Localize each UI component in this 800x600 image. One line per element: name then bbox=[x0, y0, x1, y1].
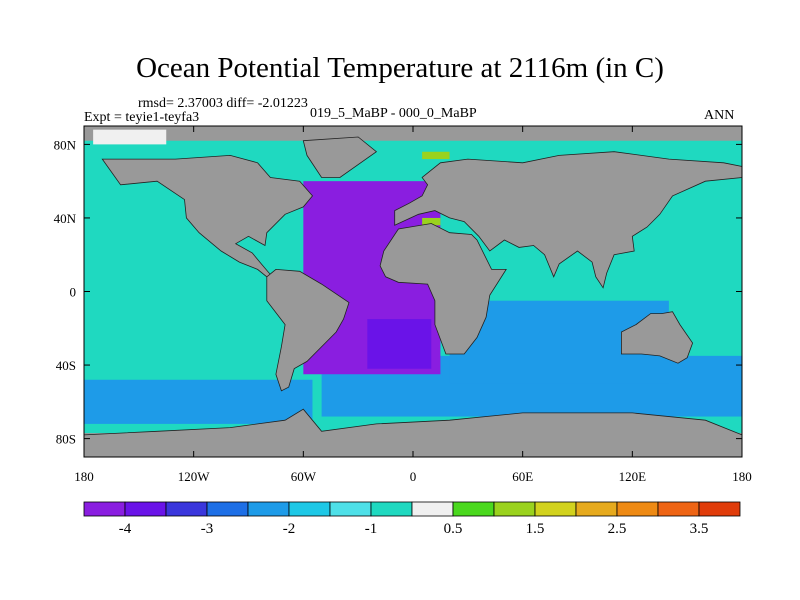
africa-landmass bbox=[379, 223, 507, 355]
colorbar-swatch bbox=[83, 501, 126, 517]
x-tick-label: 180 bbox=[74, 469, 94, 484]
colorbar-label: 0.5 bbox=[444, 521, 463, 537]
colorbar-swatch bbox=[124, 501, 167, 517]
greenland-landmass bbox=[302, 136, 378, 178]
colorbar-label: -3 bbox=[201, 521, 214, 537]
colorbar-label: 1.5 bbox=[526, 521, 545, 537]
south-america-landmass bbox=[266, 268, 350, 392]
x-tick-label: 60W bbox=[291, 469, 317, 484]
colorbar-swatch bbox=[657, 501, 700, 517]
x-tick-label: 60E bbox=[512, 469, 533, 484]
colorbar-label: -2 bbox=[283, 521, 296, 537]
map-title: Ocean Potential Temperature at 2116m (in… bbox=[136, 52, 664, 84]
season-label: ANN bbox=[704, 108, 735, 123]
x-tick-label: 180 bbox=[732, 469, 752, 484]
colorbar-label: -4 bbox=[119, 521, 132, 537]
ocean-region-arctic-near-zero bbox=[93, 129, 167, 145]
colorbar-swatch bbox=[329, 501, 372, 517]
x-tick-label: 0 bbox=[410, 469, 417, 484]
colorbar-swatch bbox=[370, 501, 413, 517]
stats-text: rmsd= 2.37003 diff= -2.01223 bbox=[138, 96, 308, 111]
ocean-region-mediterranean-warm bbox=[422, 217, 441, 226]
australia-landmass bbox=[621, 311, 694, 364]
y-tick-label: 0 bbox=[70, 285, 77, 300]
colorbar-label: 2.5 bbox=[608, 521, 627, 537]
colorbar-label: -1 bbox=[365, 521, 378, 537]
colorbar-swatch bbox=[534, 501, 577, 517]
y-tick-label: 80S bbox=[56, 432, 76, 447]
colorbar-swatch bbox=[288, 501, 331, 517]
north-america-landmass bbox=[101, 154, 314, 278]
experiment-label: Expt = teyie1-teyfa3 bbox=[84, 110, 200, 125]
colorbar-swatch bbox=[247, 501, 290, 517]
colorbar-swatch bbox=[575, 501, 618, 517]
y-tick-label: 40S bbox=[56, 358, 76, 373]
colorbar-swatch bbox=[206, 501, 249, 517]
colorbar-swatch bbox=[698, 501, 741, 517]
x-tick-label: 120W bbox=[178, 469, 211, 484]
x-tick-label: 120E bbox=[619, 469, 647, 484]
colorbar-swatch bbox=[165, 501, 208, 517]
y-tick-label: 40N bbox=[54, 211, 77, 226]
eurasia-landmass bbox=[394, 151, 743, 289]
y-tick-label: 80N bbox=[54, 137, 77, 152]
colorbar-swatch bbox=[616, 501, 659, 517]
colorbar-swatch bbox=[452, 501, 495, 517]
comparison-label: 019_5_MaBP - 000_0_MaBP bbox=[310, 106, 477, 121]
ocean-region-south-atlantic-core bbox=[367, 319, 432, 369]
colorbar-swatch bbox=[411, 501, 454, 517]
colorbar-swatch bbox=[493, 501, 536, 517]
ocean-region-barents-warm bbox=[422, 151, 450, 160]
ocean-region-south-pacific-band bbox=[84, 379, 313, 424]
colorbar-label: 3.5 bbox=[690, 521, 709, 537]
